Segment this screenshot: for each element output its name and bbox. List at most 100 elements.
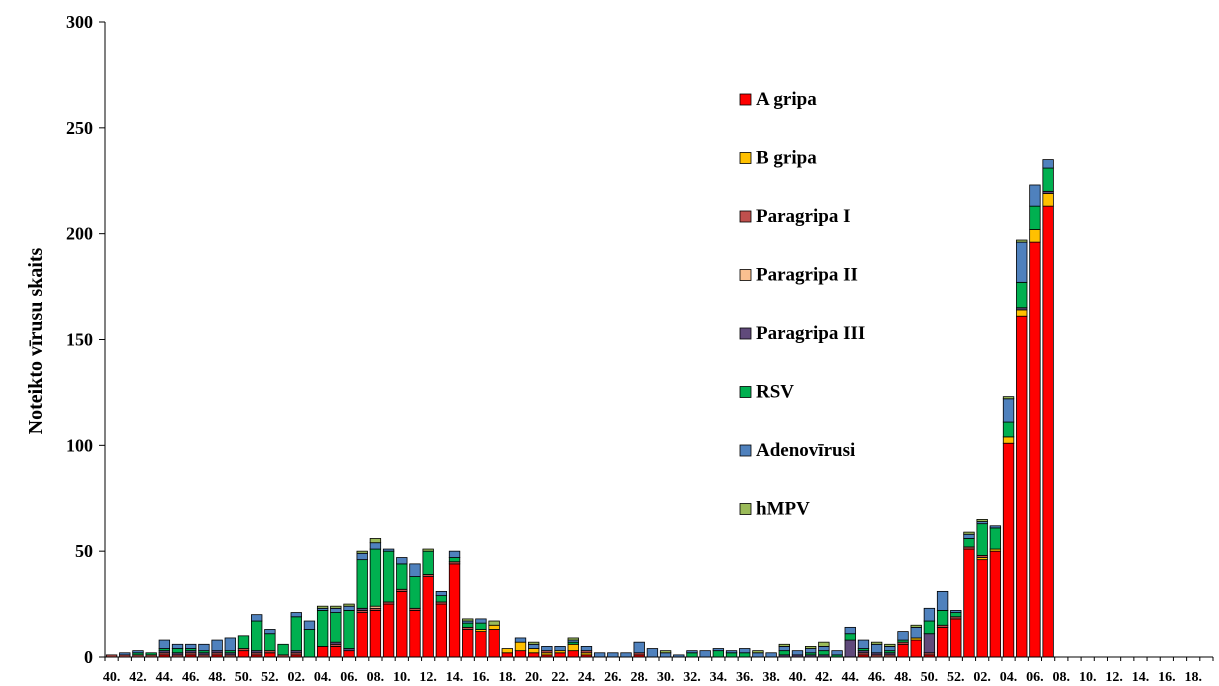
bar-segment (580, 646, 593, 652)
bar-segment (462, 629, 474, 658)
bar-segment (725, 652, 738, 658)
legend-swatch (739, 503, 752, 515)
bar-segment (356, 552, 368, 561)
bar-segment (607, 652, 619, 658)
x-tick-label: 46. (182, 670, 200, 685)
bar-segment (1002, 421, 1015, 438)
x-tick-label: 40. (103, 670, 121, 685)
bar-segment (422, 548, 434, 552)
bar-segment (1002, 436, 1015, 444)
x-tick-label: 06. (1026, 670, 1044, 685)
bar-segment (369, 538, 382, 544)
x-tick-label: 42. (815, 670, 833, 685)
legend: A gripa B gripa Paragripa I Paragripa II Par… (739, 89, 865, 520)
bar-segment (356, 550, 368, 554)
x-tick-label: 08. (1053, 670, 1071, 685)
bar-segment (475, 622, 487, 630)
bar-segment (264, 633, 276, 652)
bar-segment (923, 620, 936, 635)
bar-segment (976, 523, 988, 556)
bar-segment (567, 650, 579, 658)
x-tick-label: 04. (1000, 670, 1018, 685)
bar-segment (818, 641, 830, 647)
legend-label: A gripa (756, 89, 817, 110)
bar-segment (369, 610, 382, 658)
x-tick-label: 02. (973, 670, 991, 685)
x-tick-label: 52. (947, 670, 965, 685)
x-ticks: 40. 42. 44. 46. 48. 50. 52. 02. 04. 06. 08. 10. 12. 1… (103, 657, 1214, 685)
x-tick-label: 20. (525, 670, 543, 685)
bar-segment (950, 612, 962, 618)
bar-segment (963, 538, 975, 548)
bar-segment (448, 550, 461, 558)
legend-label: Paragripa I (756, 206, 850, 227)
bar-segment (554, 646, 566, 652)
bar-segment (805, 646, 817, 649)
bar-segment (567, 637, 579, 641)
bar-segment (686, 650, 698, 654)
bar-segment (923, 607, 936, 622)
x-tick-label: 34. (710, 670, 728, 685)
bar-segment (936, 626, 949, 658)
bar-segment (1016, 239, 1028, 243)
bar-segment (963, 548, 975, 658)
bar-segment (462, 618, 474, 622)
bar-segment (567, 643, 579, 652)
bar-segment (277, 643, 289, 656)
bar-segment (765, 652, 777, 658)
x-tick-label: 26. (604, 670, 622, 685)
bar-segment (1029, 241, 1041, 658)
bar-segment (198, 643, 210, 652)
bar-segment (818, 650, 830, 656)
bar-segment (514, 650, 527, 658)
bar-segment (936, 610, 949, 626)
bar-segment (382, 550, 395, 603)
bar-segment (1002, 398, 1015, 423)
bar-segment (185, 643, 197, 649)
bar-segment (422, 550, 434, 575)
x-tick-label: 12. (419, 670, 437, 685)
bar-segment (633, 641, 645, 654)
bar-segment (844, 639, 856, 658)
bar-segment (910, 624, 922, 628)
bar-segment (396, 563, 408, 590)
bar-segment (475, 618, 487, 624)
bar-segment (132, 650, 144, 654)
bar-segment (712, 648, 725, 652)
x-tick-label: 28. (630, 670, 648, 685)
bar-segment (343, 650, 355, 658)
bar-segment (1002, 396, 1015, 400)
bar-segment (1016, 315, 1028, 658)
bar-segment (409, 563, 421, 577)
bar-segment (884, 646, 896, 652)
legend-swatch (739, 327, 752, 340)
bar-segment (422, 576, 434, 658)
bar-segment (950, 618, 962, 658)
x-tick-label: 22. (551, 670, 569, 685)
bar-segment (462, 622, 474, 628)
bar-segment (435, 603, 448, 658)
bar-segment (659, 650, 672, 654)
bar-segment (264, 652, 276, 658)
bars-group (105, 159, 1054, 658)
bar-segment (1029, 205, 1041, 230)
y-tick-label: 200 (66, 224, 93, 244)
bar-segment (1016, 281, 1028, 309)
legend-swatch (739, 152, 752, 164)
bar-segment (290, 616, 302, 652)
x-tick-label: 18. (1184, 670, 1202, 685)
bar-segment (237, 650, 250, 658)
x-tick-label: 02. (288, 670, 306, 685)
bar-segment (976, 559, 988, 658)
x-tick-label: 40. (789, 670, 807, 685)
bar-segment (1042, 159, 1054, 169)
bar-segment (818, 646, 830, 652)
x-tick-label: 50. (921, 670, 939, 685)
x-tick-label: 14. (1132, 670, 1150, 685)
bar-segment (923, 633, 936, 654)
bar-segment (844, 626, 856, 635)
bar-segment (316, 605, 329, 609)
bar-segment (1029, 184, 1041, 207)
bar-segment (409, 576, 421, 609)
